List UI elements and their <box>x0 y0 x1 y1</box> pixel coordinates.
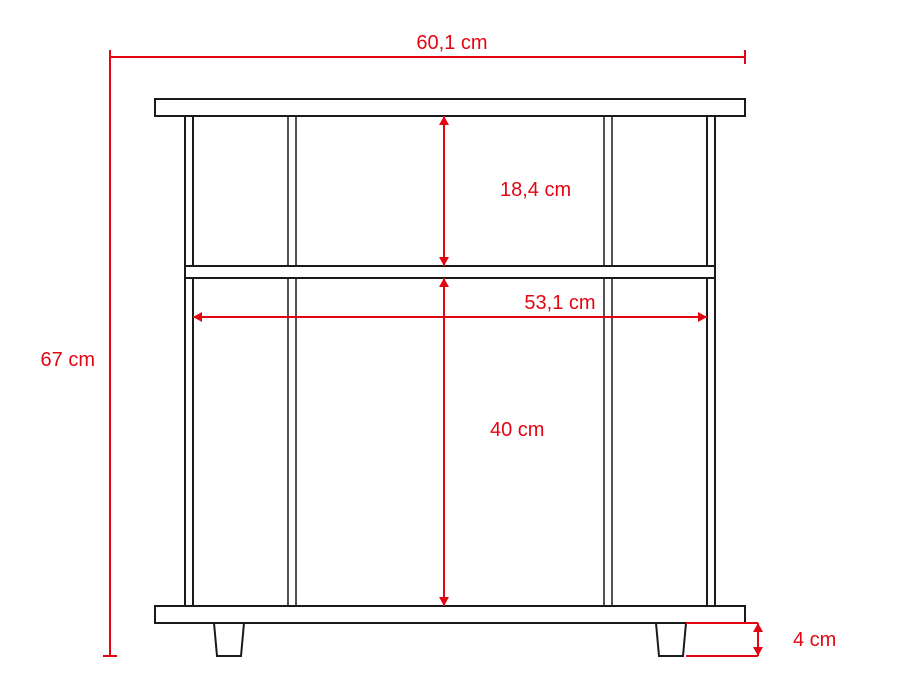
cabinet-top <box>155 99 745 116</box>
arrowhead <box>439 278 449 287</box>
dim-label-width: 60,1 cm <box>416 32 487 54</box>
arrowhead <box>753 623 763 632</box>
arrowhead <box>698 312 707 322</box>
cabinet-shelf <box>185 266 715 278</box>
cabinet-foot <box>656 623 686 656</box>
dim-label-height: 67 cm <box>41 349 95 371</box>
cabinet-foot <box>214 623 244 656</box>
arrowhead <box>439 116 449 125</box>
dim-label-lower: 40 cm <box>490 419 544 441</box>
arrowhead <box>439 597 449 606</box>
arrowhead <box>439 257 449 266</box>
dimension-drawing: 60,1 cm 67 cm 18,4 cm 40 cm 53,1 cm 4 cm <box>0 0 906 700</box>
dim-label-inner-width: 53,1 cm <box>524 292 595 314</box>
dim-label-foot: 4 cm <box>793 629 836 651</box>
cabinet-base <box>155 606 745 623</box>
dim-label-upper: 18,4 cm <box>500 179 571 201</box>
arrowhead <box>753 647 763 656</box>
arrowhead <box>193 312 202 322</box>
